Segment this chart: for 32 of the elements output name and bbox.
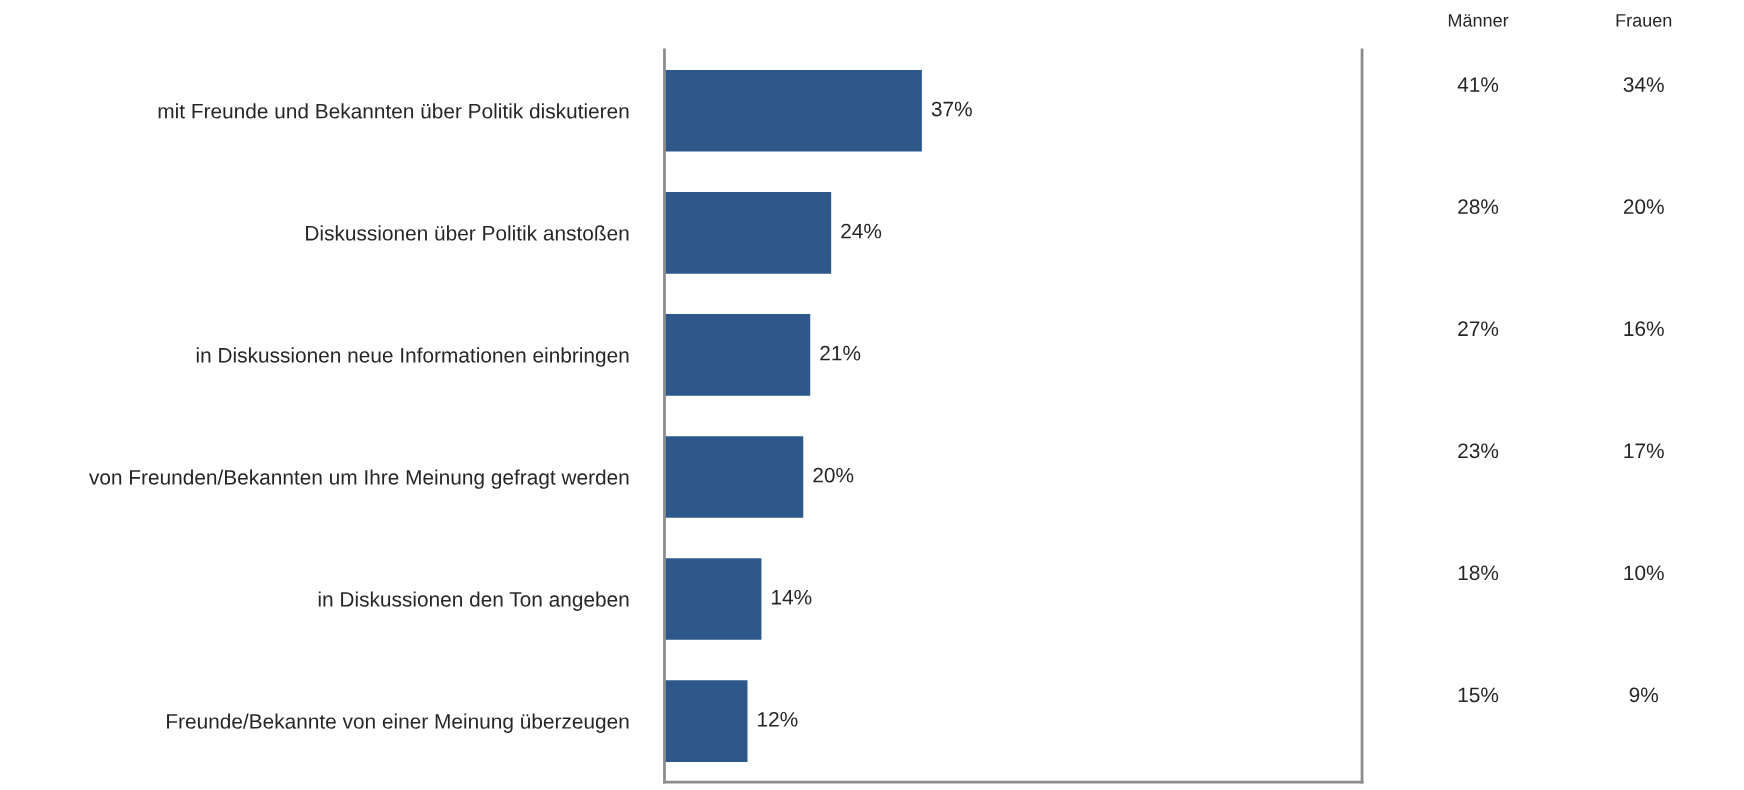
text: 41% [1457,77,1499,92]
bar [664,190,833,276]
bar [664,68,924,153]
y-tick-label: mit Freunde und Bekannten über Politik diskutieren [158,103,629,119]
text: 15% [1458,687,1499,703]
data-label: 21% [820,345,861,361]
text: 18% [1458,565,1499,581]
y-tick-label: in Diskussionen den Ton angeben [318,591,629,611]
text: 23% [1458,443,1499,459]
data-label: 37% [931,101,972,117]
y-tick-label: Diskussionen über Politik anstoßen [306,225,629,241]
text: 9% [1629,687,1659,703]
y-tick-label: in Diskussionen neue Informationen einbringen [196,347,629,367]
data-label: 20% [813,467,854,483]
bar [664,678,749,764]
bar [664,556,763,642]
data-label: 14% [772,589,812,605]
text: 16% [1624,321,1664,337]
y-tick-label: Freunde/Bekannte von einer Meinung überzeugen [167,713,629,733]
text: 27% [1458,321,1499,337]
bar [664,434,805,520]
bar [664,312,812,398]
data-label: 24% [841,223,882,239]
text: 34% [1623,77,1664,92]
text: 28% [1458,199,1499,215]
category-label: Männer [1448,14,1509,27]
category-label: Frauen [1616,14,1672,27]
text: 10% [1624,565,1664,581]
text: 17% [1624,443,1664,459]
y-tick-label: von Freunden/Bekannten um Ihre Meinung gefragt werden [89,469,629,489]
text: 20% [1623,199,1664,215]
data-label: 12% [758,711,798,727]
